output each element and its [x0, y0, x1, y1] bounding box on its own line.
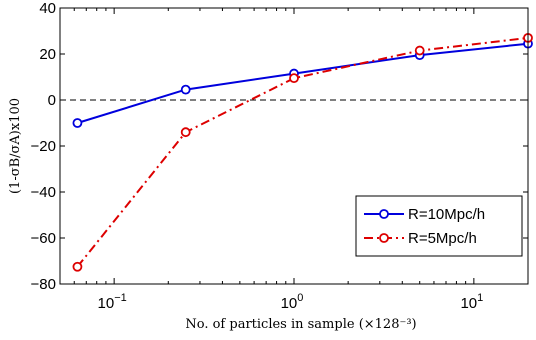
y-tick-label: 40 [39, 0, 56, 17]
data-point [414, 45, 425, 56]
data-point [289, 73, 299, 84]
data-point [72, 261, 83, 272]
y-tick-label: −80 [31, 276, 56, 293]
legend: R=10Mpc/h R=5Mpc/h [355, 195, 523, 257]
y-tick-label: 0 [48, 92, 56, 109]
data-point [72, 118, 83, 128]
y-tick-label: −40 [31, 184, 56, 201]
series-line-1 [77, 42, 529, 124]
x-tick-label: 100 [281, 292, 304, 312]
legend-marker [379, 209, 389, 219]
y-axis-label: (1-σB/σA)x100 [8, 98, 23, 194]
series-layer [60, 33, 533, 272]
x-tick-label: 10−1 [98, 292, 127, 312]
data-point [180, 127, 191, 138]
x-tick-label: 101 [460, 292, 483, 312]
legend-marker [379, 233, 389, 243]
y-tick-label: −20 [31, 138, 56, 155]
plot-frame [59, 7, 529, 285]
legend-label: R=5Mpc/h [408, 230, 477, 247]
legend-label: R=10Mpc/h [408, 206, 485, 223]
data-point [180, 84, 191, 95]
x-axis-label: No. of particles in sample (×128⁻³) [185, 317, 416, 332]
tick-labels: 40 20 0 −20 −40 −60 −80 10−1 100 101 [31, 0, 484, 312]
y-tick-label: −60 [31, 230, 56, 247]
legend-box [355, 195, 523, 257]
y-tick-label: 20 [39, 46, 56, 63]
